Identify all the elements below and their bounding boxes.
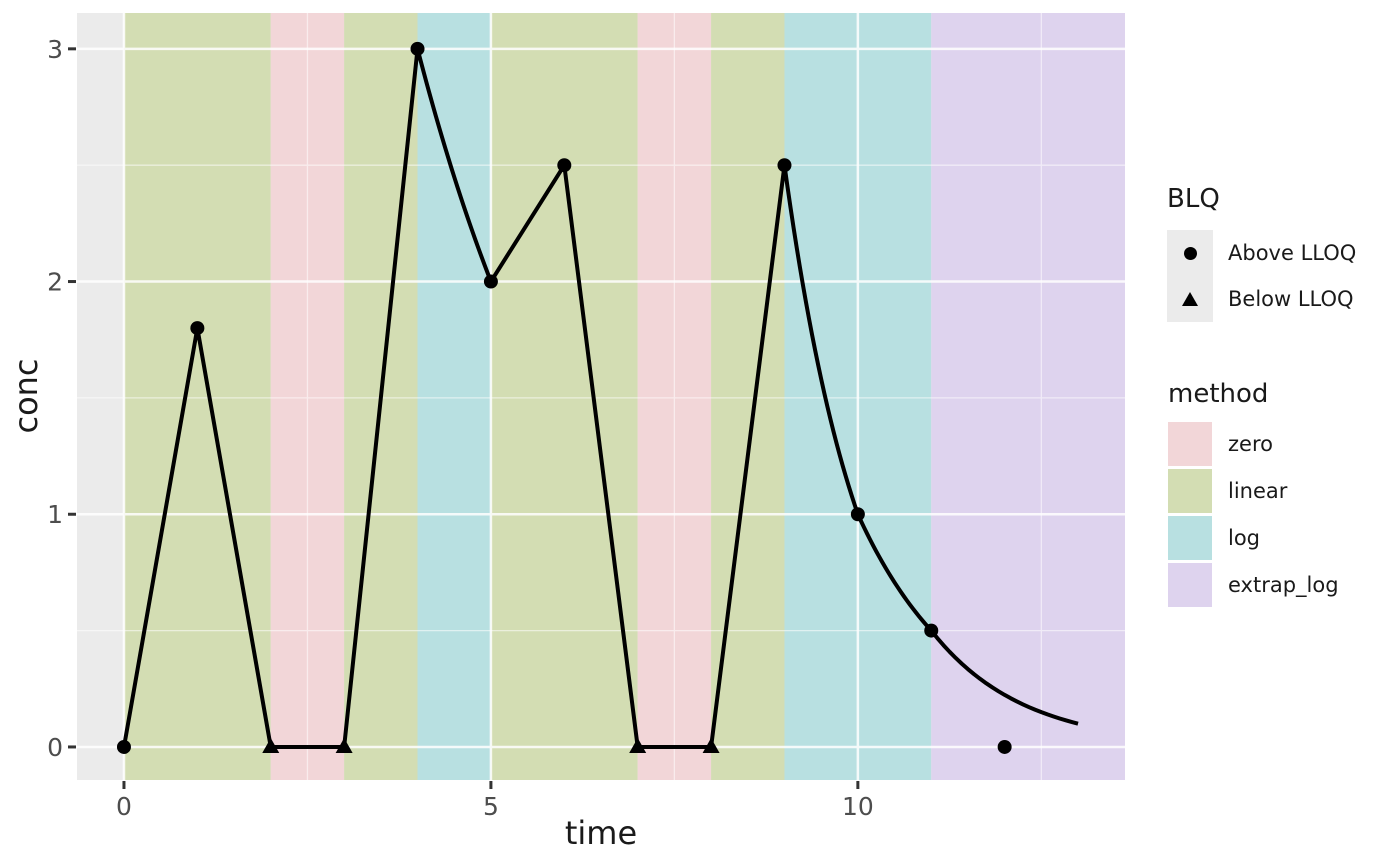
log-swatch (1168, 516, 1212, 560)
point-below-lloq (262, 737, 280, 753)
legend-label-linear: linear (1228, 479, 1288, 503)
x-axis-title: time (564, 814, 638, 852)
point-above-lloq (997, 739, 1012, 754)
point-below-lloq (335, 737, 353, 753)
legend-label-extrap-log: extrap_log (1228, 573, 1339, 597)
grid-major (77, 13, 1125, 780)
point-above-lloq (924, 623, 939, 638)
circle-point-icon (1183, 246, 1197, 260)
extrap-log-swatch (1168, 563, 1212, 607)
legend-item-linear: linear (1168, 469, 1339, 513)
method-band-log (417, 13, 491, 780)
points-below-lloq (262, 737, 720, 753)
legend-label-below-lloq: Below LLOQ (1228, 287, 1354, 311)
legend-label-log: log (1228, 526, 1261, 550)
zero-swatch (1168, 422, 1212, 466)
legend-method-title: method (1168, 379, 1269, 409)
point-below-lloq (702, 737, 720, 753)
legend-blq: BLQ Above LLOQ Below LLOQ (1167, 186, 1356, 322)
x-tick-labels: 0 5 10 (116, 792, 874, 821)
data-line (121, 46, 1079, 749)
y-tick-labels: 0 1 2 3 (47, 35, 63, 762)
points-above-lloq (116, 41, 1012, 754)
legend-item-above-lloq: Above LLOQ (1167, 230, 1356, 276)
point-above-lloq (850, 507, 865, 522)
point-below-lloq (629, 737, 647, 753)
legend-item-log: log (1168, 516, 1339, 560)
x-tick-label: 10 (842, 792, 874, 821)
legend-blq-title: BLQ (1167, 184, 1220, 214)
linear-swatch (1168, 469, 1212, 513)
legend-item-extrap-log: extrap_log (1168, 563, 1339, 607)
x-tick-label: 5 (483, 792, 499, 821)
legend-item-zero: zero (1168, 422, 1339, 466)
point-above-lloq (190, 321, 205, 336)
point-above-lloq (777, 158, 792, 173)
point-above-lloq (410, 41, 425, 56)
point-above-lloq (483, 274, 498, 289)
legend-item-below-lloq: Below LLOQ (1167, 276, 1356, 322)
y-tick-label: 0 (47, 733, 63, 762)
legend-key-above-lloq (1167, 230, 1213, 276)
point-above-lloq (116, 739, 131, 754)
legend-method: method zero linear log extrap_log (1168, 381, 1339, 610)
method-band-linear (490, 13, 638, 780)
legend-label-above-lloq: Above LLOQ (1228, 241, 1357, 265)
legend-key-below-lloq (1167, 276, 1213, 322)
y-tick-label: 2 (47, 268, 63, 297)
y-tick-label: 1 (47, 500, 63, 529)
point-above-lloq (557, 158, 572, 173)
axis-tick-marks (68, 47, 860, 789)
method-bands (123, 13, 1125, 780)
legend-label-zero: zero (1228, 432, 1273, 456)
method-band-linear (123, 13, 271, 780)
x-tick-label: 0 (116, 792, 132, 821)
y-tick-label: 3 (47, 35, 63, 64)
y-axis-title: conc (7, 358, 45, 434)
triangle-point-icon (1182, 292, 1198, 306)
method-band-extrap_log (931, 13, 1125, 780)
